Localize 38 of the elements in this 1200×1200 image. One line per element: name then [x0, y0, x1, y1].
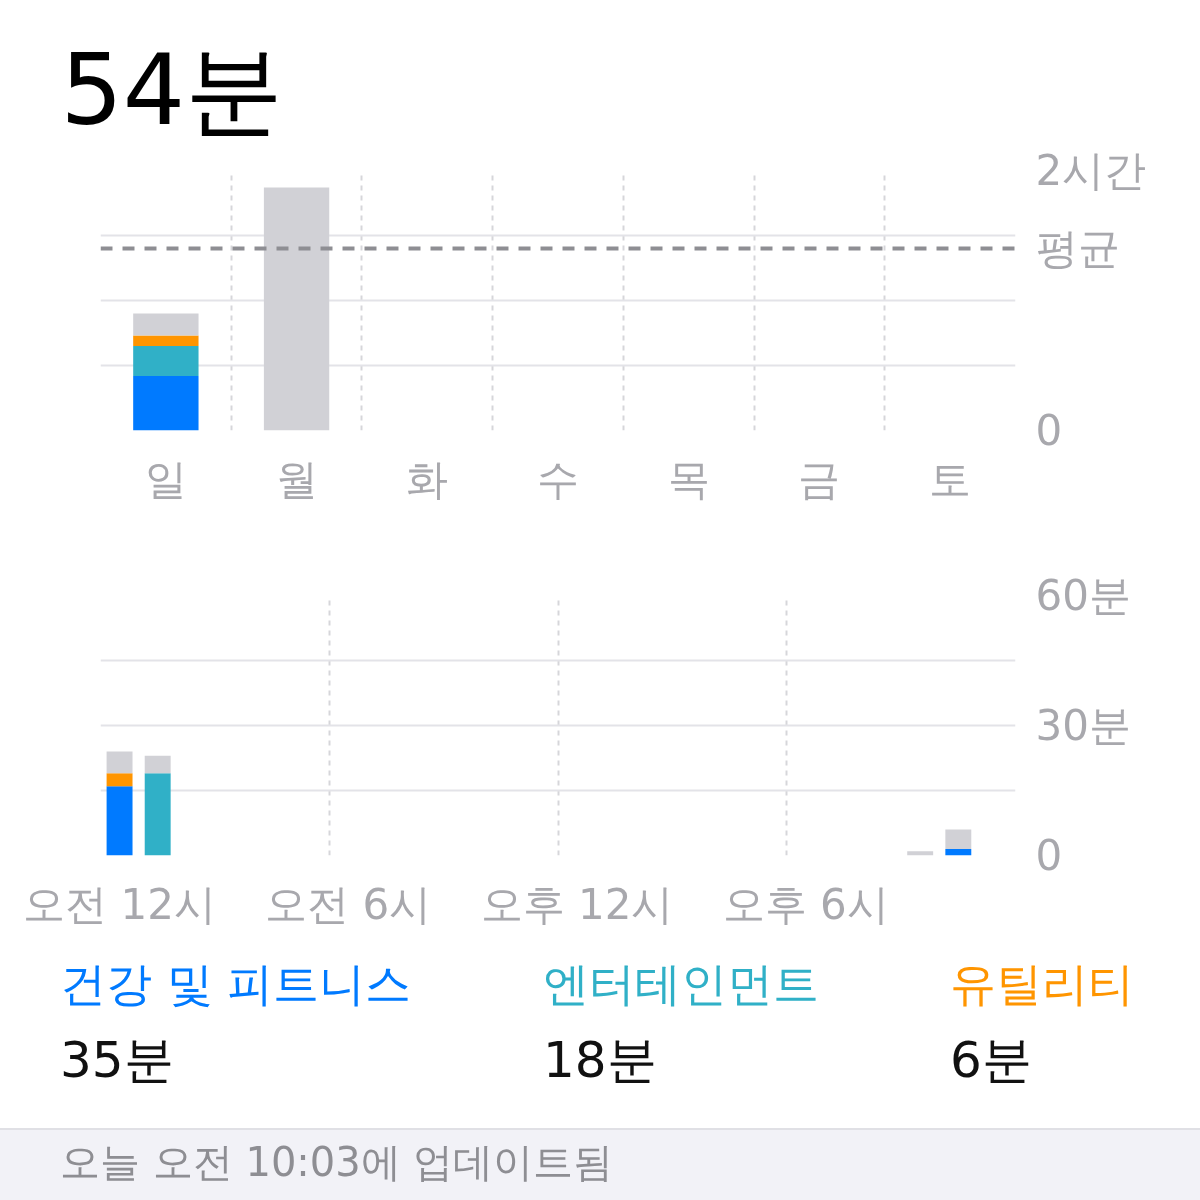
- x-tick-label: 목: [667, 454, 710, 504]
- y-tick-label: 0: [1035, 831, 1063, 880]
- y-tick-label: 60분: [1035, 571, 1131, 620]
- bar: [144, 755, 171, 774]
- x-tick-label: 오후 12시: [480, 879, 674, 929]
- bar: [106, 773, 133, 787]
- chart-title: 54분: [60, 32, 284, 147]
- bar: [133, 335, 199, 346]
- text: 6분: [950, 1030, 1032, 1090]
- bar: [133, 346, 199, 376]
- bar: [106, 751, 133, 774]
- x-tick-label: 월: [275, 454, 318, 504]
- bar: [133, 313, 199, 336]
- ref-line-label: 평균: [1035, 224, 1120, 273]
- x-tick-label: 일: [144, 454, 187, 504]
- text: 엔터테인먼트: [543, 956, 819, 1012]
- x-tick-label: 토: [929, 454, 972, 504]
- bar: [144, 773, 171, 856]
- x-tick-label: 오후 6시: [722, 879, 889, 929]
- bar: [945, 849, 972, 856]
- bar: [907, 851, 934, 856]
- bar: [106, 786, 133, 856]
- x-tick-label: 오전 6시: [265, 879, 432, 929]
- text: 유틸리티: [950, 956, 1134, 1012]
- x-tick-label: 오전 12시: [23, 879, 216, 929]
- text: 건강 및 피트니스: [60, 956, 412, 1012]
- bar: [133, 375, 199, 431]
- x-tick-label: 화: [406, 454, 449, 504]
- y-tick-label: 2시간: [1035, 146, 1147, 195]
- y-tick-label: 30분: [1035, 701, 1131, 750]
- text: 35분: [60, 1030, 174, 1090]
- text: 오늘 오전 10:03에 업데이트됨: [60, 1138, 614, 1186]
- x-tick-label: 수: [537, 454, 579, 504]
- bar: [263, 187, 330, 431]
- bar: [945, 829, 972, 849]
- x-tick-label: 금: [798, 454, 841, 504]
- text: 18분: [543, 1030, 657, 1090]
- y-tick-label: 0: [1035, 406, 1063, 455]
